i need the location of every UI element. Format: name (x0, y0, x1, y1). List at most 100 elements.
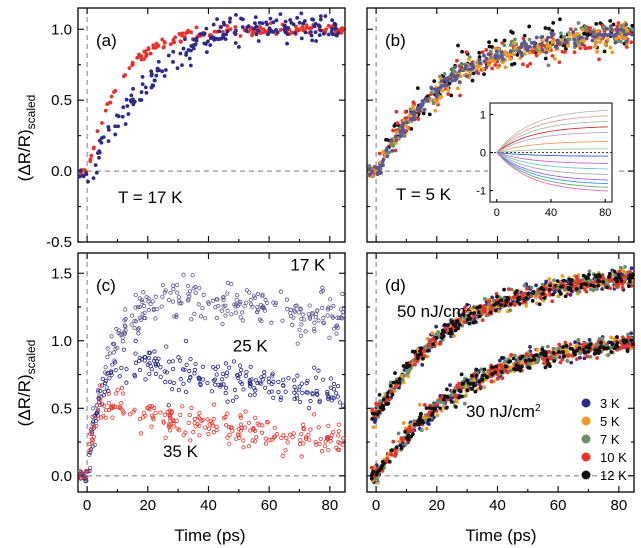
panel-d-group-0-series-4-point (541, 287, 546, 292)
panel-d-group-1-series-3-point (575, 357, 579, 361)
panel-d-group-1-series-4-point (443, 394, 448, 399)
panel-b-series-4-point (525, 48, 530, 53)
panel-b-series-0-point (470, 78, 475, 83)
panel-b-series-4-point (501, 57, 505, 62)
panel-d-group-0-series-4-point (517, 295, 522, 300)
panel-c-series-1-point (224, 385, 229, 390)
panel-c-series-1-point (230, 398, 236, 403)
panel-c-series-2-point (248, 428, 253, 433)
series-label-25k: 25 K (233, 337, 269, 356)
panel-c-series-0-point (331, 326, 337, 331)
panel-c-series-2-point (110, 415, 115, 420)
panel-c-series-2-point (186, 420, 191, 426)
panel-a-series-1-point (323, 14, 328, 18)
y-tick-label: 0.5 (51, 92, 72, 109)
panel-b-series-0-point (421, 111, 426, 116)
panel-c-series-2-point (106, 401, 112, 406)
panel-d-group-0-series-4-point (597, 272, 601, 277)
panel-b-series-3-point (619, 34, 624, 39)
panel-c-series-0-point (302, 317, 307, 322)
panel-a-series-1-point (330, 27, 335, 31)
panel-c-series-2-point (166, 424, 171, 429)
panel-b-series-0-point (611, 22, 616, 27)
panel-d-group-1-series-4-point (561, 345, 565, 349)
panel-b-series-3-point (440, 89, 445, 93)
panel-d-group-1-series-4-point (504, 364, 508, 369)
panel-c-series-2-point (227, 441, 232, 446)
panel-c-series-2-point (312, 412, 317, 417)
panel-a-series-0-point (339, 26, 344, 31)
panel-c-series-0-point (104, 385, 109, 390)
panel-b-series-2-point (452, 69, 457, 74)
panel-c-series-2-point (206, 431, 211, 437)
panel-d-group-0-series-2-point (462, 316, 467, 320)
panel-d-group-0-series-4-point (568, 282, 573, 286)
panel-d-group-1-series-4-point (427, 406, 432, 410)
panel-b-series-4-point (404, 120, 409, 125)
panel-a-series-1-point (227, 20, 232, 24)
panel-b-series-1-point (550, 53, 555, 58)
plot-frame (366, 252, 635, 493)
panel-c-series-1-point (224, 370, 230, 375)
panel-c-series-2-point (90, 441, 95, 446)
panel-a-series-1-point (252, 26, 257, 31)
panel-b-series-4-point (401, 121, 406, 126)
panel-b-series-4-point (420, 103, 425, 107)
panel-d-group-1-series-4-point (568, 346, 573, 351)
panel-c-series-2-point (285, 440, 290, 445)
panel-c-series-0-point (225, 308, 230, 313)
panel-c-series-0-point (335, 315, 340, 320)
panel-c-series-0-point (191, 286, 196, 291)
panel-c-series-2-point (237, 432, 242, 438)
panel-d-group-0-series-1-point (497, 309, 501, 314)
panel-c-series-0-point (200, 305, 205, 311)
panel-c-series-0-point (111, 350, 116, 355)
panel-a-series-0-point (172, 40, 177, 45)
panel-c-series-0-point (181, 272, 186, 277)
panel-b-series-4-point (612, 32, 617, 37)
panel-d-group-1-series-4-point (539, 351, 544, 356)
panel-d-group-1-series-3-point (505, 370, 510, 375)
panel-b-series-3-point (513, 46, 518, 51)
panel-b-series-4-point (571, 30, 576, 35)
panel-c-series-0-point (140, 300, 145, 305)
panel-b-series-4-point (584, 36, 589, 41)
panel-b-series-4-point (412, 117, 417, 122)
inset-curve (496, 152, 608, 170)
panel-d-group-1-series-4-point (615, 340, 620, 345)
panel-d-group-0-series-2-point (623, 265, 627, 269)
panel-d-group-1-series-3-point (399, 436, 404, 441)
panel-a-series-0-point (173, 35, 178, 40)
panel-c-series-1-point (326, 397, 331, 402)
panel-d-group-1-series-0-point (629, 331, 634, 336)
panel-c-series-0-point (203, 316, 208, 321)
panel-a-series-0-point (220, 30, 225, 34)
panel-d-group-1-series-4-point (445, 405, 449, 410)
panel-c-series-1-point (101, 393, 106, 398)
panel-d-group-0-series-2-point (402, 373, 407, 378)
panel-c-series-2-point (192, 416, 197, 422)
panel-c-series-2-point (94, 423, 99, 429)
panel-b-series-3-point (593, 45, 598, 49)
panel-d-group-1-series-4-point (403, 429, 408, 434)
panel-d-group-1-series-4-point (551, 350, 556, 355)
panel-b-series-4-point (550, 33, 555, 38)
panel-a-series-0-point (180, 34, 184, 38)
x-tick-label: 40 (489, 497, 506, 514)
panel-c-series-2-point (317, 441, 322, 447)
panel-c-series-2-point (241, 445, 246, 450)
panel-d-group-1-series-0-point (578, 355, 582, 360)
panel-c-series-2-point (326, 447, 331, 453)
panel-c-series-1-point (100, 376, 105, 381)
svg-text:(ΔR/R)scaled: (ΔR/R)scaled (15, 340, 38, 427)
panel-c-series-1-point (188, 357, 193, 362)
panel-c-series-0-point (260, 292, 265, 297)
panel-b-series-4-point (624, 39, 629, 44)
panel-c-series-0-point (120, 335, 125, 340)
panel-c-series-1-point (113, 367, 118, 373)
panel-a-series-1-point (303, 30, 308, 35)
panel-a-series-0-point (91, 146, 96, 151)
panel-a-series-0-point (105, 102, 110, 107)
inset-curve (496, 126, 608, 153)
panel-b-series-4-point (484, 56, 489, 61)
